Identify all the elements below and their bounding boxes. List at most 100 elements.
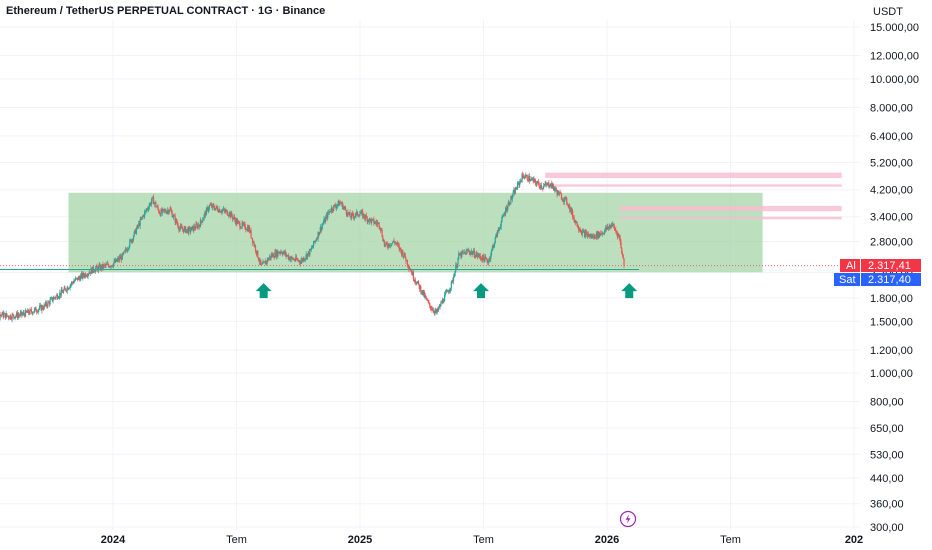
time-axis[interactable]: 2024 Tem 2025 Tem 2026 Tem 202 [101,534,863,546]
candle-body [96,265,98,268]
candle-body [446,290,448,292]
lightning-icon[interactable] [619,510,637,528]
candle-body [424,295,426,298]
candle-body [71,282,73,285]
candle-body [439,305,441,307]
candle-body [266,258,269,263]
candle-body [260,259,262,265]
candle-body [587,234,589,237]
candle-body [267,258,269,261]
candle-body [417,281,420,285]
candle-body [283,251,286,255]
candle-body [123,250,126,252]
candle-body [374,223,376,224]
candle-body [327,212,329,219]
candle-body [601,232,604,235]
candle-body [330,207,333,212]
candle-body [450,281,452,289]
candle-body [560,192,562,195]
candle-body [487,261,490,264]
candle-body [537,181,539,184]
candle-body [370,219,372,223]
candle-body [347,212,350,215]
x-tick-label: Tem [720,534,741,546]
candle-body [199,219,202,228]
candle-body [317,232,319,239]
candle-body [344,207,346,209]
candle-body [449,290,451,292]
candle-body [604,227,607,231]
candle-body [332,210,334,212]
candle-body [342,207,344,209]
candle-body [176,222,178,225]
candle-body [230,212,232,217]
price-badges: Al 2.317,41 Sat 2.317,40 [834,259,921,286]
candle-body [543,186,545,189]
candle-body [196,224,199,228]
candle-body [548,186,551,188]
candle-body [414,280,416,282]
candle-body [373,219,375,224]
candle-body [135,228,138,234]
candle-body [395,242,397,244]
candle-body [93,271,95,273]
candle-body [154,202,156,204]
candle-body [545,183,547,185]
resistance-bands [545,172,842,220]
candle-body [223,208,225,211]
candle-body [29,309,31,314]
candle-body [144,210,146,212]
candle-body [137,225,139,227]
candle-body [131,239,133,243]
candle-body [229,212,231,217]
candle-body [621,253,624,256]
candle-body [391,243,393,246]
candle-body [97,267,99,271]
candle-body [59,292,62,296]
candle-body [268,258,270,261]
candle-body [63,287,65,291]
candle-body [244,223,246,229]
candle-body [391,242,394,244]
candle-body [39,305,41,309]
candle-body [430,308,432,310]
bid-badge-label: Sat [839,274,856,286]
candle-body [452,280,454,282]
candle-body [365,215,368,218]
candle-body [336,204,339,206]
y-tick-label: 1.200,00 [870,345,913,357]
candle-body [164,210,166,211]
candle-body [1,312,4,315]
x-tick-label: 2024 [101,534,126,546]
candle-body [269,256,271,259]
candle-body [75,278,77,280]
candle-body [453,276,455,278]
candle-body [269,256,272,259]
candle-body [458,253,461,256]
candle-body [591,235,593,239]
ask-badge-label: Al [846,260,856,272]
candle-body [610,225,612,229]
candle-body [136,225,138,229]
candle-body [476,253,478,257]
candle-body [225,210,227,212]
candle-body [203,214,205,219]
candle-body [209,205,211,206]
candle-body [182,229,184,233]
candle-body [293,259,295,261]
candle-body [312,246,314,248]
candle-body [119,257,121,259]
candle-body [531,178,533,180]
candle-body [471,251,473,255]
candle-body [423,291,426,298]
ask-badge-value-box [861,259,921,272]
candle-body [389,245,391,247]
candle-body [224,210,226,212]
candle-body [168,211,170,214]
candle-body [337,201,339,205]
candle-body [140,219,142,220]
candle-body [297,259,299,261]
candle-body [36,311,38,313]
candle-body [380,230,382,231]
